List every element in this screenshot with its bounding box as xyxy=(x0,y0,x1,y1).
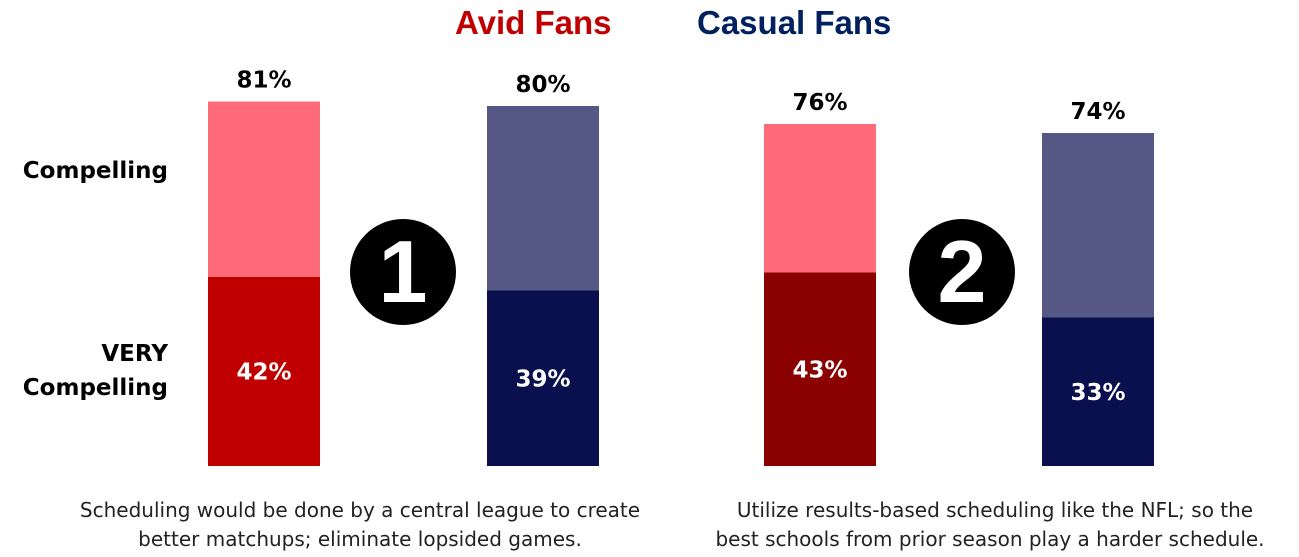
row-label-compelling: Compelling xyxy=(22,158,168,184)
bar-very-avid-1 xyxy=(208,277,320,466)
marker-number-2: 2 xyxy=(938,222,987,321)
caption-group-1-line1: Scheduling would be done by a central le… xyxy=(79,498,641,522)
bar-compelling-casual-1 xyxy=(487,106,599,291)
label-total-casual-1: 80% xyxy=(515,72,570,98)
label-very-casual-1: 39% xyxy=(515,366,570,392)
label-total-casual-2: 74% xyxy=(1070,99,1125,125)
caption-group-2-line2: best schools from prior season play a ha… xyxy=(715,527,1265,551)
bar-compelling-casual-2 xyxy=(1042,133,1154,318)
caption-group-2-line1: Utilize results-based scheduling like th… xyxy=(736,498,1254,522)
bar-compelling-avid-2 xyxy=(764,124,876,273)
label-very-casual-2: 33% xyxy=(1070,380,1125,406)
legend-avid-fans: Avid Fans xyxy=(455,4,612,41)
bar-compelling-avid-1 xyxy=(208,101,320,277)
label-total-avid-1: 81% xyxy=(236,68,291,94)
label-total-avid-2: 76% xyxy=(792,90,847,116)
caption-group-1-line2: better matchups; eliminate lopsided game… xyxy=(138,527,582,551)
label-very-avid-2: 43% xyxy=(792,357,847,383)
marker-number-1: 1 xyxy=(379,222,428,321)
bar-very-avid-2 xyxy=(764,272,876,466)
marker-circle-1 xyxy=(350,219,456,325)
row-label-very-line2: Compelling xyxy=(22,375,168,401)
legend-casual-fans: Casual Fans xyxy=(697,4,892,41)
bar-very-casual-1 xyxy=(487,290,599,466)
row-label-very-line1: VERY xyxy=(101,341,168,367)
marker-circle-2 xyxy=(909,219,1015,325)
bar-very-casual-2 xyxy=(1042,317,1154,466)
label-very-avid-1: 42% xyxy=(236,360,291,386)
